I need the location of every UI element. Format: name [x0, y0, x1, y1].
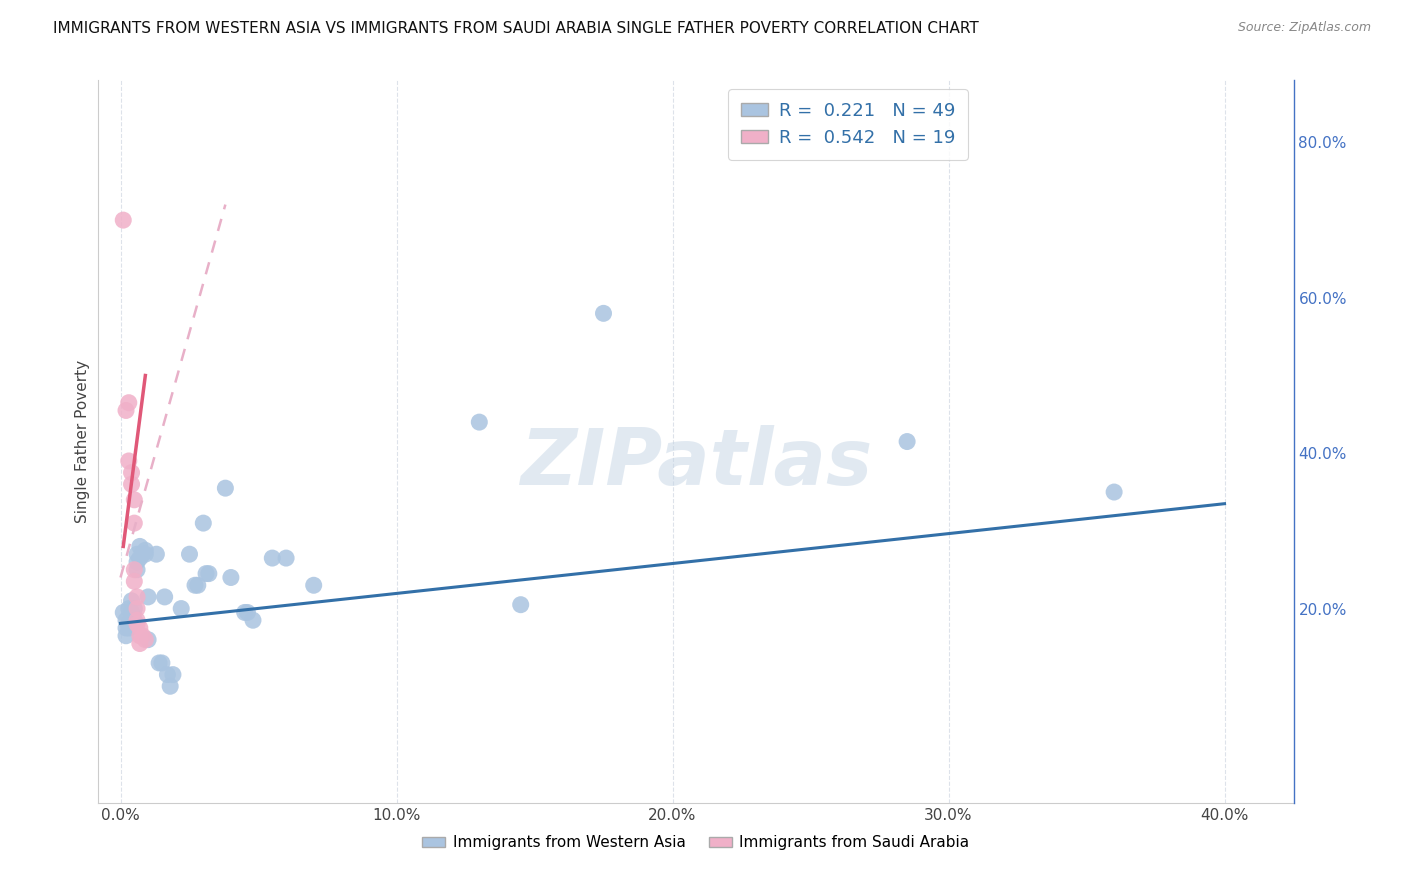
Point [115, 629, 138, 643]
Point [214, 481, 236, 495]
Point [274, 551, 297, 566]
Point [150, 656, 173, 670]
Point [124, 613, 146, 627]
Point [159, 679, 181, 693]
Point [112, 213, 135, 227]
Point [118, 454, 141, 468]
Point [131, 629, 153, 643]
Point [118, 621, 141, 635]
Point [112, 606, 135, 620]
Point [128, 629, 150, 643]
Point [136, 590, 159, 604]
Point [118, 617, 141, 632]
Point [121, 466, 143, 480]
Point [170, 601, 193, 615]
Point [128, 636, 150, 650]
Point [262, 551, 284, 566]
Point [302, 578, 325, 592]
Text: Source: ZipAtlas.com: Source: ZipAtlas.com [1237, 21, 1371, 35]
Y-axis label: Single Father Poverty: Single Father Poverty [75, 360, 90, 523]
Point [179, 547, 201, 561]
Point [198, 566, 221, 581]
Point [118, 395, 141, 409]
Point [121, 594, 143, 608]
Point [115, 613, 138, 627]
Point [468, 415, 491, 429]
Text: IMMIGRANTS FROM WESTERN ASIA VS IMMIGRANTS FROM SAUDI ARABIA SINGLE FATHER POVER: IMMIGRANTS FROM WESTERN ASIA VS IMMIGRAN… [53, 21, 979, 37]
Point [219, 570, 242, 584]
Point [134, 632, 156, 647]
Point [124, 601, 146, 615]
Point [121, 609, 143, 624]
Point [125, 590, 148, 604]
Point [134, 543, 156, 558]
Point [148, 656, 170, 670]
Point [131, 547, 153, 561]
Point [242, 613, 264, 627]
Point [124, 492, 146, 507]
Point [115, 403, 138, 417]
Point [233, 606, 256, 620]
Point [1102, 485, 1125, 500]
Point [236, 606, 259, 620]
Point [509, 598, 531, 612]
Point [128, 540, 150, 554]
Point [125, 613, 148, 627]
Point [124, 574, 146, 589]
Point [125, 547, 148, 561]
Point [125, 617, 148, 632]
Point [124, 516, 146, 530]
Point [896, 434, 918, 449]
Point [195, 566, 218, 581]
Point [125, 555, 148, 569]
Point [592, 306, 614, 320]
Point [124, 563, 146, 577]
Point [162, 667, 184, 681]
Point [145, 547, 167, 561]
Point [184, 578, 207, 592]
Point [187, 578, 209, 592]
Point [134, 547, 156, 561]
Text: ZIPatlas: ZIPatlas [520, 425, 872, 501]
Point [128, 551, 150, 566]
Point [128, 621, 150, 635]
Point [193, 516, 215, 530]
Point [156, 667, 179, 681]
Point [115, 621, 138, 635]
Point [125, 601, 148, 615]
Point [121, 606, 143, 620]
Point [125, 563, 148, 577]
Point [136, 632, 159, 647]
Point [121, 477, 143, 491]
Point [118, 601, 141, 615]
Legend: Immigrants from Western Asia, Immigrants from Saudi Arabia: Immigrants from Western Asia, Immigrants… [416, 830, 976, 856]
Point [153, 590, 176, 604]
